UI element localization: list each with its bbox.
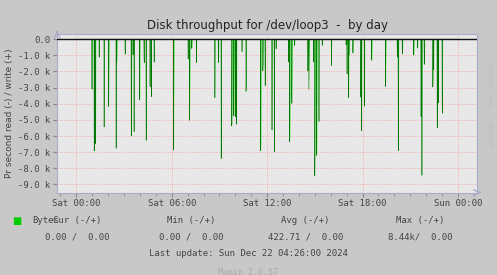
Title: Disk throughput for /dev/loop3  -  by day: Disk throughput for /dev/loop3 - by day: [147, 19, 388, 32]
Text: Munin 2.0.57: Munin 2.0.57: [219, 268, 278, 275]
Text: ■: ■: [12, 216, 22, 226]
Text: Avg (-/+): Avg (-/+): [281, 216, 330, 225]
Text: Last update: Sun Dec 22 04:26:00 2024: Last update: Sun Dec 22 04:26:00 2024: [149, 249, 348, 258]
Y-axis label: Pr second read (-) / write (+): Pr second read (-) / write (+): [5, 49, 14, 178]
Text: Min (-/+): Min (-/+): [167, 216, 216, 225]
Text: 0.00 /  0.00: 0.00 / 0.00: [159, 232, 224, 241]
Text: 8.44k/  0.00: 8.44k/ 0.00: [388, 232, 452, 241]
Text: RRDTOOL / TOBI OETIKER: RRDTOOL / TOBI OETIKER: [490, 63, 495, 146]
Text: Cur (-/+): Cur (-/+): [53, 216, 101, 225]
Text: 0.00 /  0.00: 0.00 / 0.00: [45, 232, 109, 241]
Text: Max (-/+): Max (-/+): [396, 216, 444, 225]
Text: Bytes: Bytes: [32, 216, 59, 225]
Text: 422.71 /  0.00: 422.71 / 0.00: [268, 232, 343, 241]
